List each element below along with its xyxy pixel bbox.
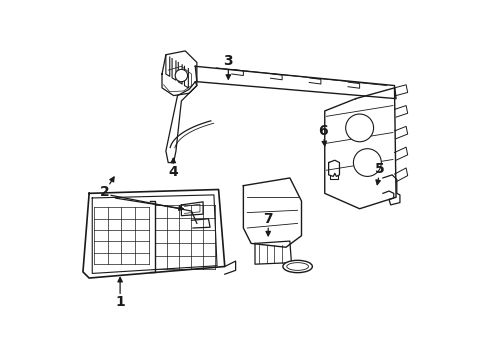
- Polygon shape: [92, 195, 217, 274]
- Polygon shape: [166, 82, 197, 163]
- Polygon shape: [181, 202, 203, 216]
- Polygon shape: [255, 241, 292, 264]
- Ellipse shape: [287, 263, 309, 270]
- Text: 4: 4: [169, 165, 178, 179]
- Circle shape: [353, 149, 381, 176]
- Polygon shape: [83, 189, 225, 278]
- Polygon shape: [162, 51, 197, 95]
- Text: 1: 1: [115, 296, 125, 309]
- Polygon shape: [244, 178, 301, 247]
- Text: 6: 6: [318, 123, 328, 138]
- Circle shape: [175, 69, 188, 82]
- Polygon shape: [196, 66, 396, 99]
- Polygon shape: [325, 88, 396, 209]
- Text: 3: 3: [223, 54, 233, 68]
- Ellipse shape: [283, 260, 312, 273]
- Text: 7: 7: [264, 212, 273, 226]
- Circle shape: [345, 114, 373, 142]
- Text: 2: 2: [100, 185, 110, 198]
- Text: 5: 5: [375, 162, 385, 176]
